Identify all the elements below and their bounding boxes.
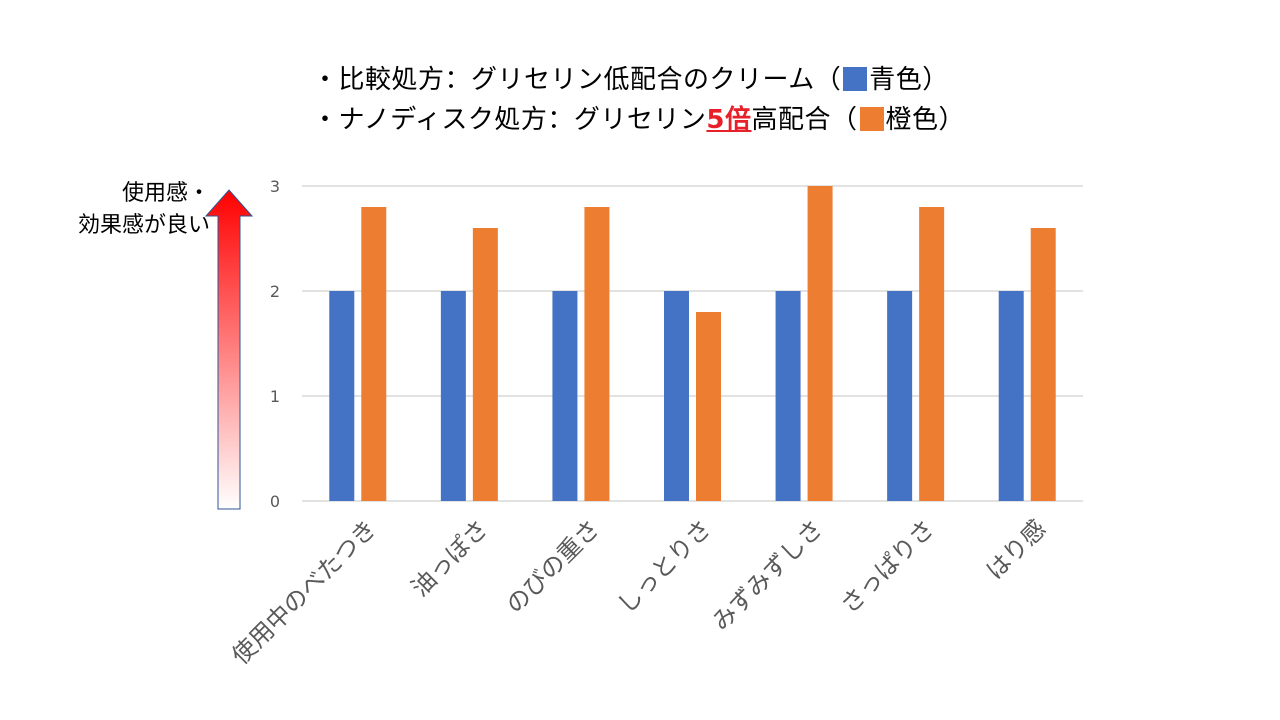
bar-orange-5 <box>807 186 833 501</box>
category-label: 使用中のべたつき <box>226 514 382 670</box>
bar-orange-6 <box>919 207 945 501</box>
category-label: はり感 <box>981 514 1052 585</box>
legend-comparison-prefix: ・比較処方：グリセリン低配合のクリーム（ <box>312 65 842 95</box>
legend-nanodisc-middle: 高配合（ <box>751 105 858 135</box>
bar-orange-1 <box>361 207 387 501</box>
legend-comparison-color-name: 青色 <box>869 65 923 95</box>
legend-comparison-suffix: ） <box>922 65 949 95</box>
bar-blue-2 <box>440 291 466 501</box>
bar-blue-6 <box>887 291 913 501</box>
bar-orange-4 <box>696 312 721 501</box>
bar-blue-3 <box>552 291 578 501</box>
bar-blue-4 <box>664 291 689 501</box>
bar-orange-2 <box>472 228 498 501</box>
category-label: しっとりさ <box>612 514 717 619</box>
legend-swatch-orange <box>859 107 884 131</box>
better-direction-arrow-icon <box>204 189 254 510</box>
y-tick-label: 3 <box>270 177 280 196</box>
grid-lines <box>302 185 1083 502</box>
y-tick-label: 0 <box>270 492 280 511</box>
legend-line-comparison: ・比較処方：グリセリン低配合のクリーム（ 青色） <box>312 64 949 96</box>
y-tick-label: 1 <box>270 387 280 406</box>
arrow-label-line-2: 効果感が良い <box>77 213 210 238</box>
legend-line-nanodisc: ・ナノディスク処方：グリセリン5倍高配合（ 橙色） <box>312 104 965 136</box>
y-axis-ticks: 0 1 2 3 <box>270 177 280 511</box>
category-label: みずみずしさ <box>707 514 829 636</box>
bar-blue-7 <box>998 291 1024 501</box>
y-tick-label: 2 <box>270 282 280 301</box>
legend-nanodisc-highlight: 5倍 <box>706 105 752 135</box>
arrow-label-line-1: 使用感・ <box>121 181 210 206</box>
bars <box>329 186 1056 501</box>
legend-swatch-blue <box>843 67 868 91</box>
category-label: のびの重さ <box>501 514 606 619</box>
legend-nanodisc-color-name: 橙色 <box>885 105 939 135</box>
legend-nanodisc-prefix: ・ナノディスク処方：グリセリン <box>312 105 707 135</box>
category-label: 油っぽさ <box>406 514 494 602</box>
legend-nanodisc-suffix: ） <box>938 105 966 135</box>
bar-blue-1 <box>329 291 355 501</box>
arrow-label: 使用感・ 効果感が良い <box>20 178 210 242</box>
category-label: さっぱりさ <box>835 514 940 619</box>
bar-orange-3 <box>584 207 610 501</box>
bar-blue-5 <box>775 291 801 501</box>
bar-orange-7 <box>1030 228 1056 501</box>
